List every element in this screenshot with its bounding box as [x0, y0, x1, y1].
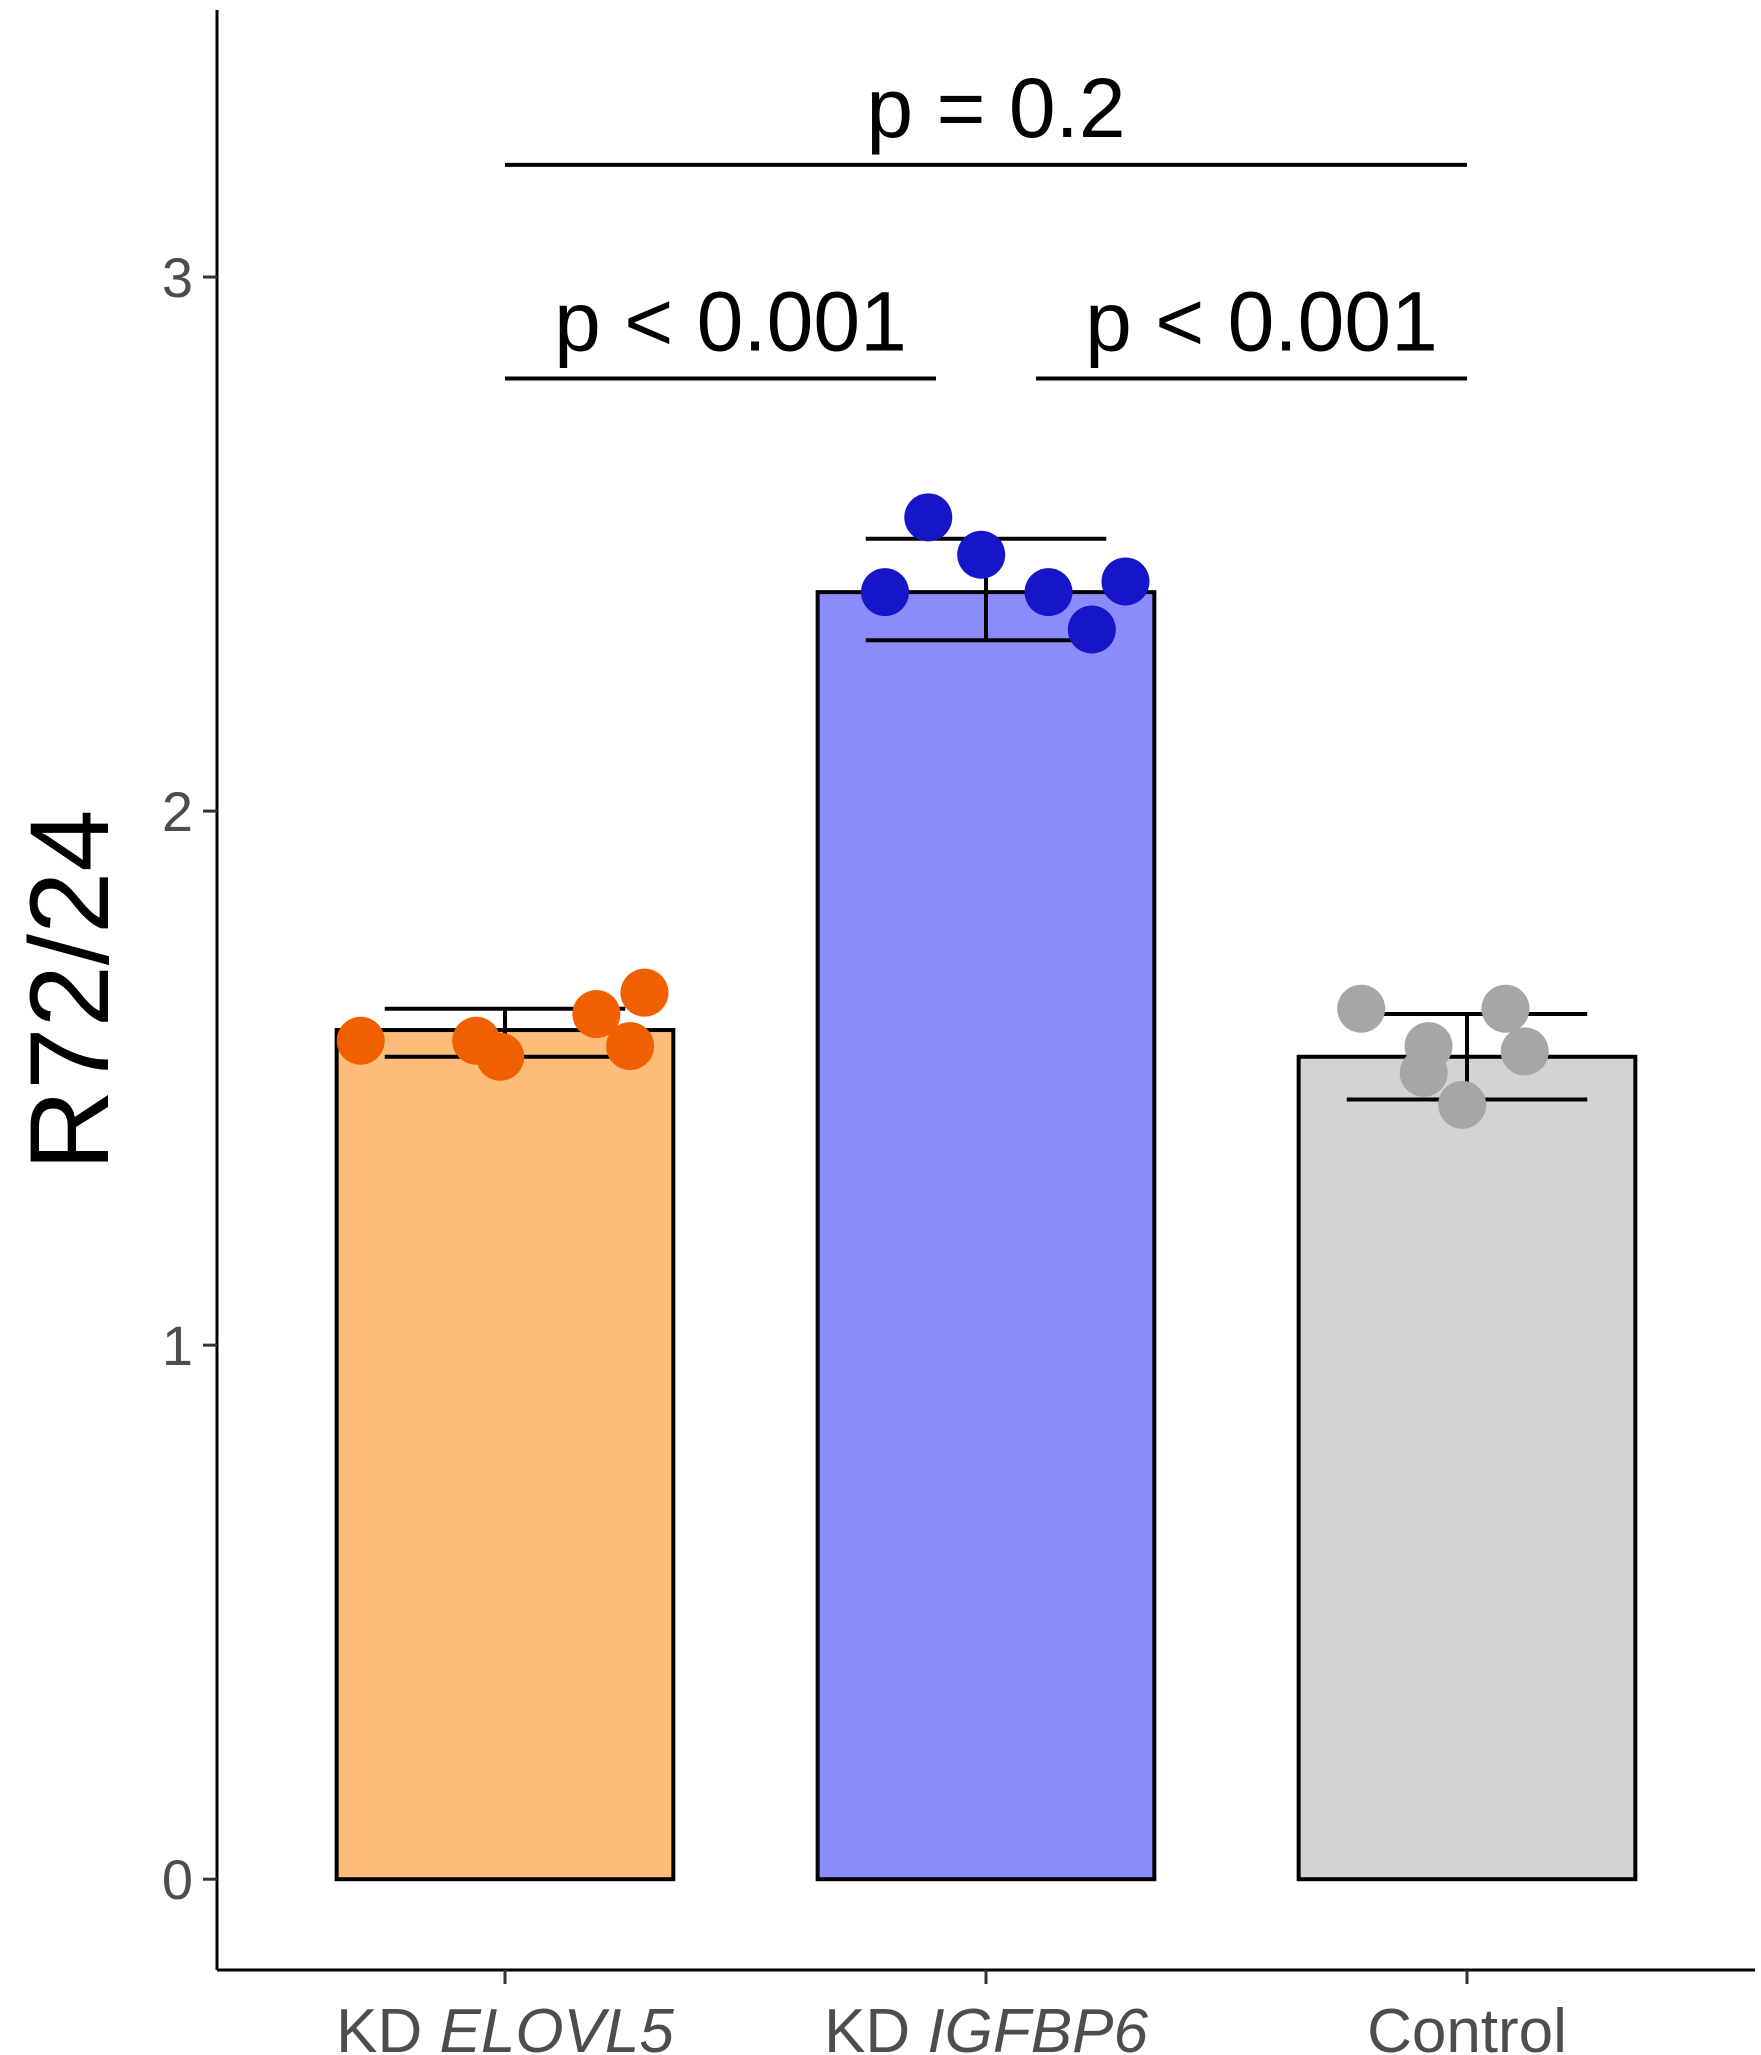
data-point: [620, 968, 669, 1017]
data-point: [1024, 568, 1073, 617]
points-layer: [336, 493, 1549, 1129]
data-point: [1438, 1080, 1487, 1129]
data-point: [957, 530, 1006, 579]
bar: [1296, 1054, 1638, 1882]
x-tick-label: KD IGFBP6: [824, 1997, 1148, 2055]
data-point: [1500, 1027, 1549, 1076]
significance-layer: p < 0.001 p < 0.001 p = 0.2: [505, 61, 1467, 381]
data-point: [1481, 984, 1530, 1033]
data-point: [1067, 605, 1116, 654]
data-point: [1101, 557, 1150, 606]
y-tick-label: 0: [162, 1848, 193, 1911]
data-point: [1337, 984, 1386, 1033]
y-axis-label: R72/24: [7, 809, 132, 1170]
data-point: [572, 990, 621, 1039]
x-tick-label: KD ELOVL5: [336, 1997, 674, 2055]
data-point: [336, 1016, 385, 1065]
data-point: [1404, 1022, 1453, 1071]
x-ticks: KD ELOVL5 KD IGFBP6 Control: [336, 1970, 1567, 2055]
y-tick-label: 3: [162, 246, 193, 309]
data-point: [904, 493, 953, 542]
data-point: [476, 1032, 525, 1081]
significance-label: p = 0.2: [866, 61, 1125, 155]
data-point: [860, 568, 909, 617]
bar: [334, 1028, 676, 1882]
significance-label: p < 0.001: [1085, 275, 1438, 369]
y-tick-label: 2: [162, 780, 193, 843]
x-tick-label: Control: [1367, 1997, 1567, 2055]
bars-layer: [334, 590, 1638, 1882]
bar: [815, 590, 1157, 1882]
significance-label: p < 0.001: [554, 275, 907, 369]
data-point: [606, 1022, 655, 1071]
y-ticks: 0 1 2 3: [162, 246, 217, 1911]
y-tick-label: 1: [162, 1314, 193, 1377]
